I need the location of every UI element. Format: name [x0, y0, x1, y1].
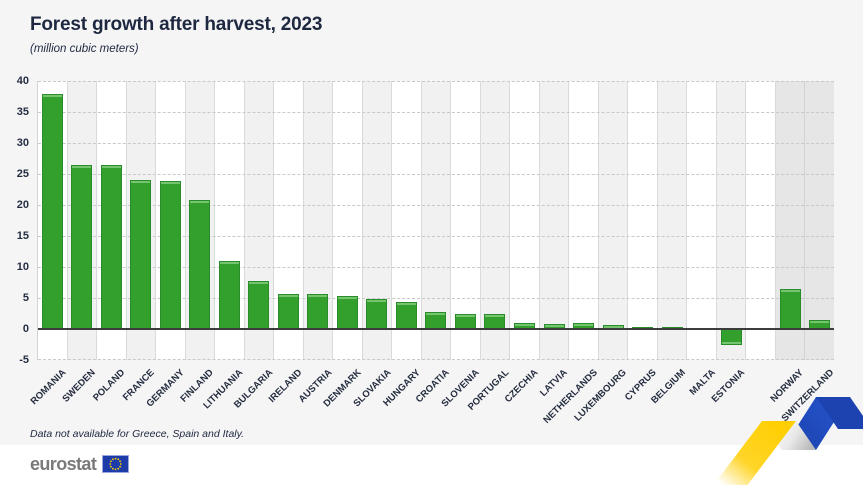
chart-column: CROATIA — [414, 81, 452, 405]
chart-column: GERMANY — [144, 81, 186, 409]
chart-column: SWEDEN — [61, 81, 98, 405]
chart-column: NETHERLANDS — [541, 81, 600, 426]
bar-cyprus[interactable] — [632, 326, 654, 329]
eu-flag-stars — [109, 457, 122, 471]
chart-column: CZECHIA — [503, 81, 541, 405]
y-tick-label: 0 — [22, 323, 29, 335]
bar-austria[interactable] — [307, 294, 329, 329]
y-tick-label: 20 — [16, 199, 29, 211]
eurostat-logo: eurostat — [30, 453, 130, 475]
bar-slovakia[interactable] — [366, 298, 388, 329]
bar-finland[interactable] — [189, 200, 211, 329]
bar-norway[interactable] — [779, 289, 801, 329]
chart-footnote: Data not available for Greece, Spain and… — [30, 428, 245, 440]
chart-column: BULGARIA — [232, 81, 275, 411]
chart-column: MALTA — [686, 81, 718, 398]
bar-denmark[interactable] — [336, 295, 358, 329]
y-tick-label: 15 — [16, 230, 29, 242]
bar-poland[interactable] — [100, 165, 122, 329]
bar-romania[interactable] — [41, 94, 63, 329]
bar-portugal[interactable] — [484, 314, 506, 329]
bar-netherlands[interactable] — [573, 323, 595, 329]
plot-area: ROMANIA SWEDEN POLAND FRANCE GERMANY FINLAND L… — [28, 81, 836, 426]
bar-estonia[interactable] — [720, 329, 742, 345]
y-tick-label: 25 — [16, 168, 29, 180]
y-tick-label: 35 — [16, 106, 29, 118]
chart-subtitle: (million cubic meters) — [30, 43, 139, 55]
bar-hungary[interactable] — [395, 302, 417, 329]
chart-column: AUSTRIA — [296, 81, 334, 405]
bar-slovenia[interactable] — [454, 313, 476, 329]
chart-title: Forest growth after harvest, 2023 — [30, 14, 323, 35]
bar-czechia[interactable] — [514, 323, 535, 329]
y-tick-label: 40 — [16, 75, 29, 87]
ribbon-blue-fold — [816, 397, 863, 429]
chart-column: IRELAND — [267, 81, 304, 405]
bar-switzerland[interactable] — [809, 320, 831, 329]
bar-germany[interactable] — [159, 180, 181, 329]
eurostat-logo-text: eurostat — [30, 454, 97, 474]
chart-column: PORTUGAL — [466, 81, 511, 413]
y-tick-label: 10 — [16, 261, 29, 273]
bar-luxembourg[interactable] — [602, 325, 624, 329]
x-axis-label: ROMANIA — [28, 367, 69, 408]
y-axis: 40 35 30 25 20 15 10 5 0 -5 — [0, 75, 31, 366]
bar-croatia[interactable] — [425, 311, 447, 329]
chart-column: POLAND — [91, 81, 127, 403]
chart-column: BELGIUM — [649, 81, 688, 406]
bar-ireland[interactable] — [277, 293, 299, 329]
bar-france[interactable] — [130, 180, 152, 329]
eu-flag-icon — [102, 455, 130, 473]
chart-column: CYPRUS — [623, 81, 659, 403]
chart-column: FRANCE — [121, 81, 157, 403]
y-tick-label: 30 — [16, 137, 29, 149]
chart-column: SLOVENIA — [439, 81, 482, 409]
chart-column: ROMANIA — [28, 81, 68, 407]
chart-column: HUNGARY — [381, 81, 423, 409]
column-spacer — [745, 81, 775, 360]
chart-column: FINLAND — [179, 81, 216, 405]
bar-latvia[interactable] — [543, 324, 565, 329]
chart-column: SLOVAKIA — [351, 81, 393, 409]
chart-column: LITHUANIA — [201, 81, 245, 411]
chart-column: SWITZERLAND — [779, 81, 836, 424]
bar-lithuania[interactable] — [218, 260, 240, 329]
y-tick-label: 5 — [22, 292, 29, 304]
bar-sweden[interactable] — [71, 164, 93, 329]
chart-column: DENMARK — [321, 81, 363, 409]
chart-column: LUXEMBOURG — [573, 81, 629, 424]
chart-column: ESTONIA — [710, 81, 747, 405]
chart-column: NORWAY — [769, 81, 806, 405]
bar-bulgaria[interactable] — [248, 281, 270, 329]
chart-column: LATVIA — [539, 81, 570, 399]
y-tick-label: -5 — [19, 354, 29, 366]
footer-bar: eurostat — [0, 445, 863, 485]
bar-belgium[interactable] — [661, 327, 683, 330]
